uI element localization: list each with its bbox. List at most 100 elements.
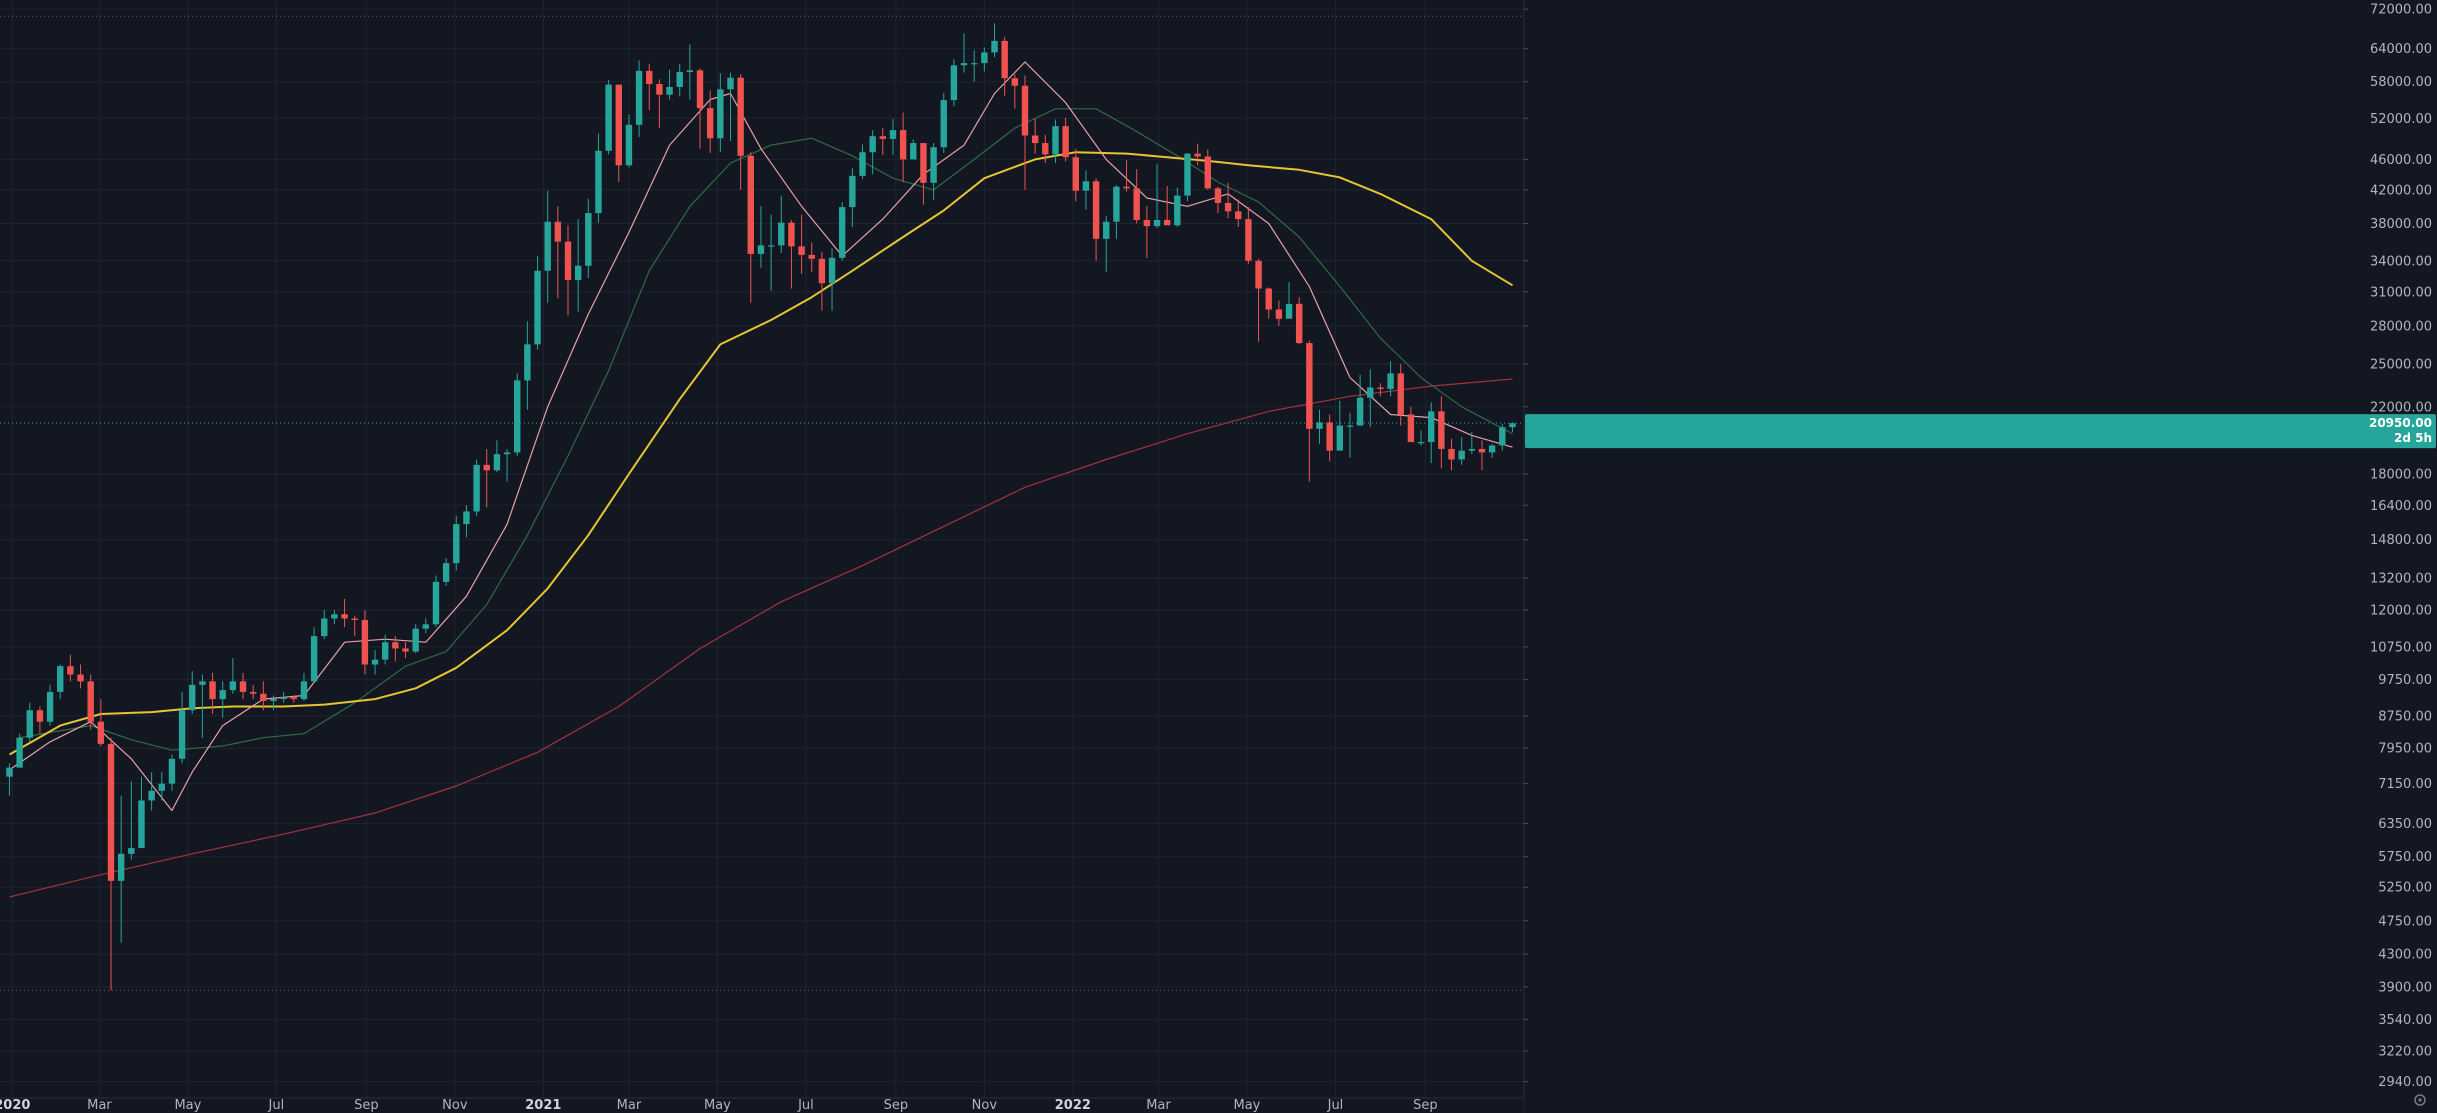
candle: [178, 691, 186, 764]
candle: [666, 69, 673, 100]
candle-body: [717, 89, 724, 139]
candle: [341, 599, 348, 628]
candle: [635, 60, 643, 137]
candle-body: [767, 245, 775, 247]
candle-body: [1397, 373, 1404, 415]
candle-body: [554, 221, 562, 242]
candle-body: [1356, 397, 1364, 426]
price-tick-label: 22000.00: [2370, 400, 2432, 415]
price-tick-label: 64000.00: [2370, 42, 2432, 57]
candle: [534, 255, 541, 350]
candle-body: [158, 783, 165, 791]
candle-body: [1438, 411, 1445, 449]
candle: [219, 681, 226, 718]
candle-body: [666, 86, 673, 95]
candle-body: [757, 245, 765, 254]
candle-body: [930, 147, 937, 183]
candle: [656, 79, 663, 129]
candle: [351, 615, 358, 637]
candle-body: [199, 681, 206, 685]
candle: [1336, 400, 1344, 451]
candle: [412, 624, 419, 654]
candle: [300, 672, 308, 701]
candle-body: [1367, 387, 1374, 398]
candle: [930, 143, 937, 200]
candle: [1468, 432, 1476, 455]
candle: [859, 144, 866, 179]
price-tick-label: 46000.00: [2370, 153, 2432, 168]
candle-body: [310, 636, 318, 682]
candle: [46, 684, 54, 726]
time-axis[interactable]: 2020 Mar May Jul Sep Nov 2021 Mar May Jul Sep Nov 20…: [0, 1097, 1524, 1113]
candle-body: [77, 674, 84, 682]
candle-body: [524, 344, 531, 381]
candle-body: [747, 155, 754, 254]
candle: [1499, 423, 1506, 451]
candle: [920, 143, 927, 205]
settings-gear-icon[interactable]: [2414, 1094, 2426, 1106]
bar-countdown: 2d 5h: [2394, 431, 2432, 445]
candle: [1113, 185, 1120, 239]
ma-slow-line: [9, 151, 1514, 756]
candle-body: [1285, 303, 1293, 319]
candle-body: [646, 70, 653, 85]
candle: [757, 206, 765, 268]
candle-body: [26, 710, 33, 738]
candle-body: [219, 690, 226, 700]
candle: [77, 664, 84, 689]
candle: [899, 112, 907, 183]
candle: [971, 50, 978, 82]
candles: [6, 23, 1516, 991]
last-price-badge-box: [1525, 414, 2436, 449]
candle: [879, 128, 887, 156]
price-tick-label: 38000.00: [2370, 217, 2432, 232]
price-tick-label: 28000.00: [2370, 319, 2432, 334]
candle: [1072, 148, 1079, 202]
candle: [16, 733, 23, 768]
price-tick-label: 3220.00: [2378, 1045, 2432, 1060]
candle-body: [1092, 181, 1100, 239]
candle: [686, 44, 694, 100]
candle: [940, 92, 947, 153]
candle: [1488, 443, 1496, 458]
time-tick-label: Sep: [1413, 1098, 1438, 1113]
candle: [1509, 422, 1516, 433]
candle: [788, 219, 795, 289]
price-axis[interactable]: 2940.00 3220.00 3540.00 3900.00 4300.00 4750.…: [1523, 0, 2437, 1113]
candle: [260, 681, 267, 711]
price-axis-background: [1524, 0, 2437, 1113]
candle-body: [1265, 288, 1272, 310]
candle: [1011, 74, 1019, 109]
candle: [1438, 396, 1445, 469]
candle: [442, 558, 450, 586]
candle: [229, 657, 237, 694]
candle: [249, 684, 257, 700]
candle-body: [148, 790, 155, 801]
candle-body: [209, 681, 216, 700]
time-axis-background: [0, 1098, 1524, 1113]
candle-body: [1031, 135, 1039, 144]
price-tick-label: 13200.00: [2370, 572, 2432, 587]
candle-body: [1417, 442, 1425, 444]
candle: [148, 772, 155, 811]
candle: [605, 79, 612, 155]
time-tick-label: Jul: [1327, 1098, 1344, 1113]
candle: [422, 618, 430, 634]
price-tick-label: 10750.00: [2370, 640, 2432, 655]
candle: [402, 642, 409, 658]
candle: [574, 219, 582, 312]
candle: [849, 168, 856, 228]
candle-body: [1082, 181, 1090, 191]
candle: [1285, 282, 1293, 319]
candle: [1224, 182, 1232, 219]
last-price-value: 20950.00: [2369, 416, 2432, 430]
price-tick-label: 52000.00: [2370, 112, 2432, 127]
candle: [1214, 186, 1222, 214]
time-tick-label: Nov: [442, 1098, 468, 1113]
candle-body: [849, 175, 856, 208]
candle: [1407, 406, 1415, 443]
candle: [1031, 118, 1039, 154]
candle-body: [260, 693, 267, 701]
